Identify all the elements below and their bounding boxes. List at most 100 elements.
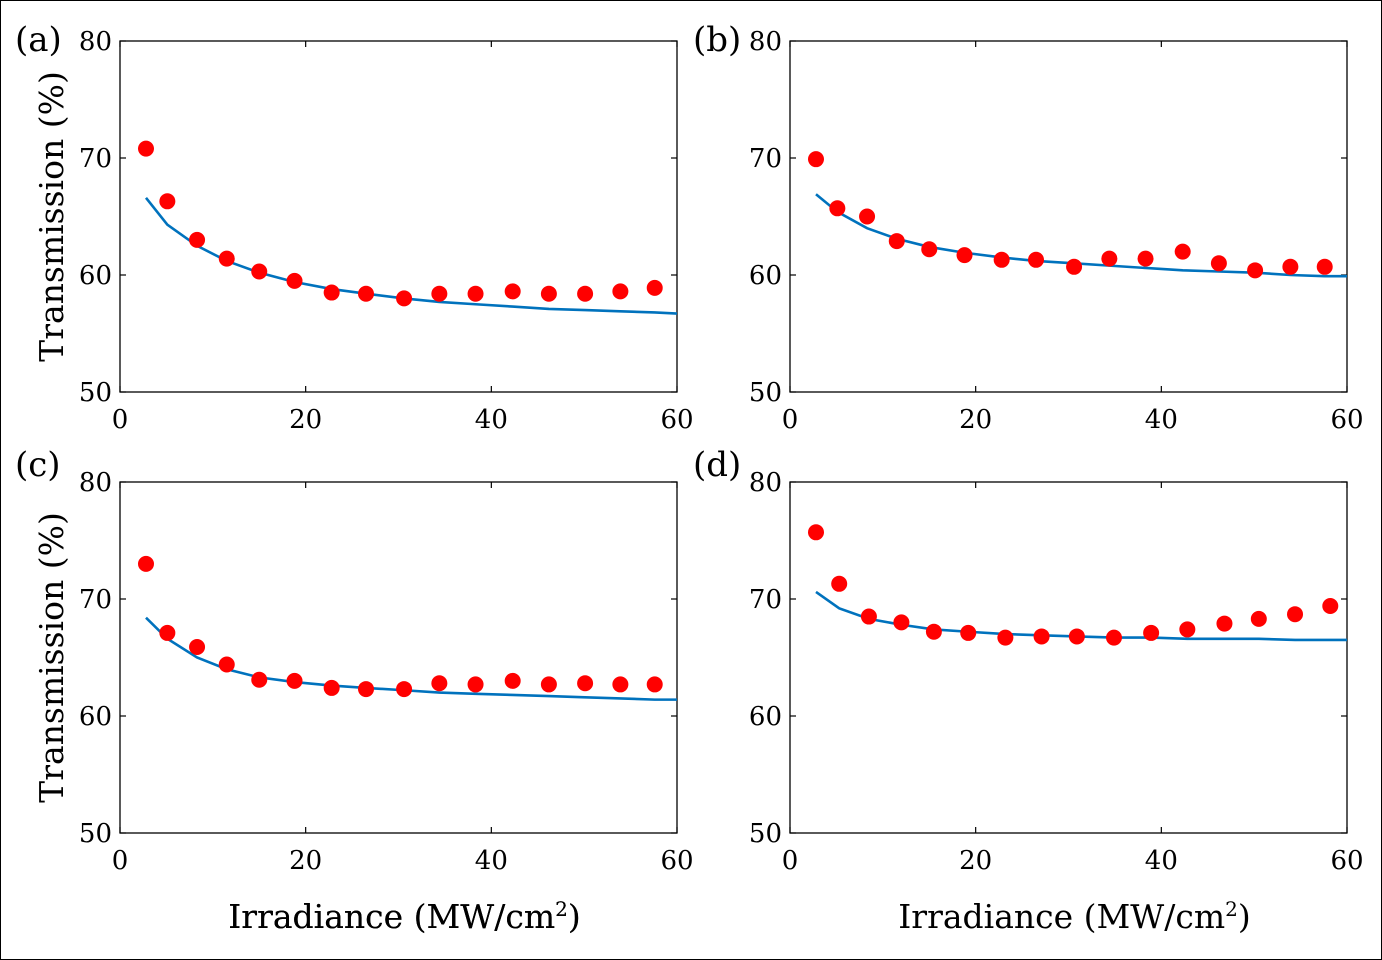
data-point	[577, 285, 594, 302]
data-point	[807, 524, 824, 541]
panel-d: 0 20 40 60 50 60 70 80 (d) Irradiance (MW/cm2)	[693, 445, 1364, 936]
x-tick-label: 0	[112, 846, 129, 876]
data-point	[1316, 258, 1333, 275]
x-tick-label: 60	[1330, 405, 1363, 435]
data-point	[1282, 258, 1299, 275]
data-point	[1028, 251, 1045, 268]
data-point	[956, 247, 973, 264]
plot-area-frame	[119, 481, 678, 834]
data-point	[1033, 628, 1050, 645]
x-axis-title-superscript: 2	[555, 897, 568, 921]
y-tick-label: 70	[79, 585, 112, 615]
y-tick-label: 80	[79, 468, 112, 498]
data-point	[997, 629, 1014, 646]
data-point	[1210, 255, 1227, 272]
data-point	[612, 283, 629, 300]
data-point	[960, 624, 977, 641]
data-point	[860, 608, 877, 625]
data-point	[1066, 258, 1083, 275]
x-tick-label: 60	[660, 405, 693, 435]
panel-label: (a)	[15, 20, 62, 60]
data-point	[859, 208, 876, 225]
data-point	[1216, 615, 1233, 632]
y-tick-label: 70	[749, 585, 782, 615]
data-point	[504, 283, 521, 300]
data-point	[612, 676, 629, 693]
panel-label: (d)	[693, 445, 741, 485]
y-tick-label: 60	[79, 702, 112, 732]
y-tick-label: 60	[749, 702, 782, 732]
data-point	[829, 200, 846, 217]
x-tick-label: 0	[782, 846, 799, 876]
data-point	[323, 679, 340, 696]
data-point	[159, 624, 176, 641]
data-point	[1101, 250, 1118, 267]
data-point	[807, 151, 824, 168]
y-tick-label: 50	[79, 819, 112, 849]
x-axis-title: Irradiance (MW/cm2)	[228, 897, 580, 936]
x-axis-title-superscript: 2	[1225, 897, 1238, 921]
data-point	[1105, 629, 1122, 646]
x-tick-label: 60	[660, 846, 693, 876]
data-point	[1143, 624, 1160, 641]
x-tick-label: 40	[1145, 405, 1178, 435]
x-tick-label: 20	[959, 405, 992, 435]
data-point	[251, 263, 268, 280]
data-point	[577, 675, 594, 692]
x-tick-label: 20	[959, 846, 992, 876]
x-axis-title: Irradiance (MW/cm2)	[898, 897, 1250, 936]
data-point	[1174, 243, 1191, 260]
y-tick-label: 60	[749, 261, 782, 291]
x-tick-label: 20	[289, 405, 322, 435]
y-tick-label: 70	[749, 144, 782, 174]
data-point	[921, 241, 938, 258]
data-point	[893, 614, 910, 631]
x-axis-title-text: Irradiance (MW/cm	[228, 897, 555, 936]
data-point	[189, 231, 206, 248]
data-point	[504, 672, 521, 689]
y-tick-label: 80	[79, 27, 112, 57]
x-axis-title-superscript: 2	[555, 897, 568, 921]
x-axis-title-close: )	[1238, 897, 1251, 936]
data-point	[1250, 610, 1267, 627]
x-tick-label: 40	[1145, 846, 1178, 876]
x-tick-label: 40	[475, 405, 508, 435]
data-point	[358, 681, 375, 698]
x-axis-title-text: Irradiance (MW/cm	[898, 897, 1225, 936]
data-point	[1068, 628, 1085, 645]
data-point	[1247, 262, 1264, 279]
x-axis-title-close: )	[568, 897, 581, 936]
data-point	[1322, 598, 1339, 615]
data-point	[925, 623, 942, 640]
y-tick-label: 50	[79, 378, 112, 408]
data-point	[646, 676, 663, 693]
panel-label: (b)	[693, 20, 741, 60]
y-tick-label: 80	[749, 468, 782, 498]
y-axis-title: Transmission (%)	[32, 71, 71, 362]
y-tick-label: 60	[79, 261, 112, 291]
y-tick-label: 70	[79, 144, 112, 174]
plot-area-frame	[789, 40, 1348, 393]
data-point	[218, 250, 235, 267]
plot-area-frame	[789, 481, 1348, 834]
data-point	[540, 676, 557, 693]
y-tick-label: 80	[749, 27, 782, 57]
data-point	[137, 555, 154, 572]
data-point	[467, 676, 484, 693]
data-point	[396, 290, 413, 307]
data-point	[137, 140, 154, 157]
data-point	[888, 233, 905, 250]
x-axis-title-text: Irradiance (MW/cm	[228, 897, 555, 936]
data-point	[467, 285, 484, 302]
x-tick-label: 60	[1330, 846, 1363, 876]
data-point	[1287, 606, 1304, 623]
y-tick-label: 50	[749, 378, 782, 408]
panel-b: 0 20 40 60 50 60 70 80 (b)	[693, 20, 1364, 435]
x-axis-title: Irradiance (MW/cm2)	[228, 897, 580, 936]
data-point	[831, 575, 848, 592]
data-point	[189, 638, 206, 655]
data-point	[323, 284, 340, 301]
x-tick-label: 40	[475, 846, 508, 876]
